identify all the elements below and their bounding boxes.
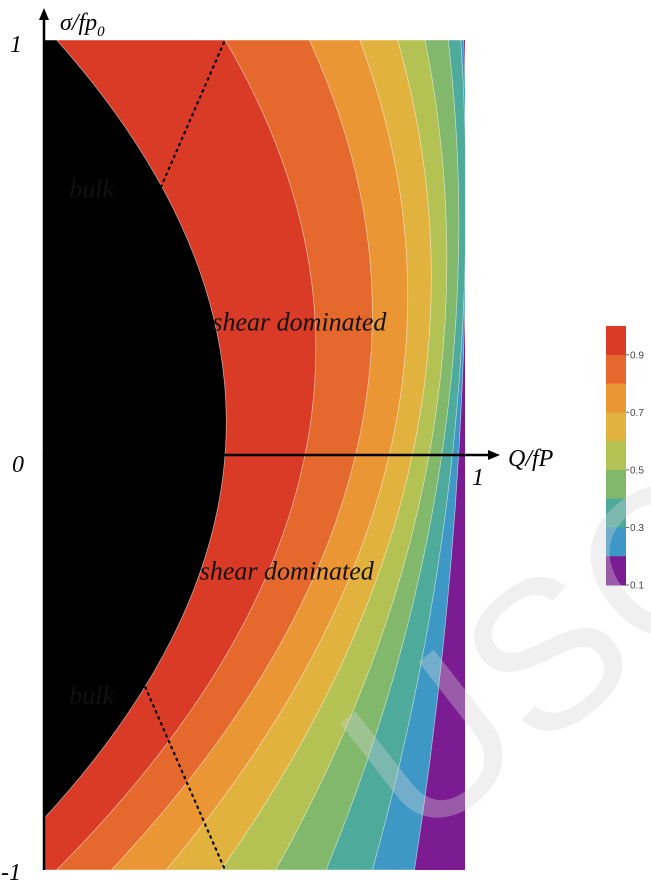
dotted-line-upper-divider [42,38,227,457]
colorbar-segment-7 [606,527,626,557]
region-annotation-1: shear dominated [212,308,387,337]
colorbar-tick-label-4: 0.1 [630,581,644,592]
colorbar-segment-3 [606,412,626,442]
colorbar: 0.9 0.7 0.5 0.3 0.1 [606,326,644,592]
colorbar-tick-label-1: 0.7 [630,408,644,419]
colorbar-tick-label-0: 0.9 [630,350,644,361]
x-tick-label-1: 1 [472,465,484,491]
y-axis-label: σ/fp0 [60,10,105,40]
colorbar-segment-1 [606,354,626,385]
axes [39,8,500,870]
origin-tick-label: 0 [12,452,24,478]
contour-band-9 [44,40,227,819]
x-axis-arrowhead [488,450,500,460]
y-tick-label-top: 1 [10,32,22,58]
axis-labels: σ/fp0 Q/fP 0 1 1 -1 [1,10,554,886]
region-annotation-0: bulk [69,175,114,204]
colorbar-tick-label-3: 0.3 [630,523,644,534]
region-annotation-2: shear dominated [200,557,375,586]
colorbar-segment-8 [606,556,626,586]
colorbar-segment-5 [606,469,626,500]
colorbar-segment-2 [606,383,626,413]
colorbar-tick-label-2: 0.5 [630,465,644,476]
y-tick-label-bottom: -1 [1,860,21,886]
x-axis-label: Q/fP [508,446,554,472]
region-annotations: bulk shear dominated shear dominated bulk [69,175,387,710]
region-dividers [42,38,227,872]
y-axis-arrowhead [39,8,49,20]
dotted-line-lower-divider [42,453,227,872]
region-annotation-3: bulk [69,681,114,710]
colorbar-segment-6 [606,498,626,528]
colorbar-segment-4 [606,441,626,471]
colorbar-segment-0 [606,326,626,356]
